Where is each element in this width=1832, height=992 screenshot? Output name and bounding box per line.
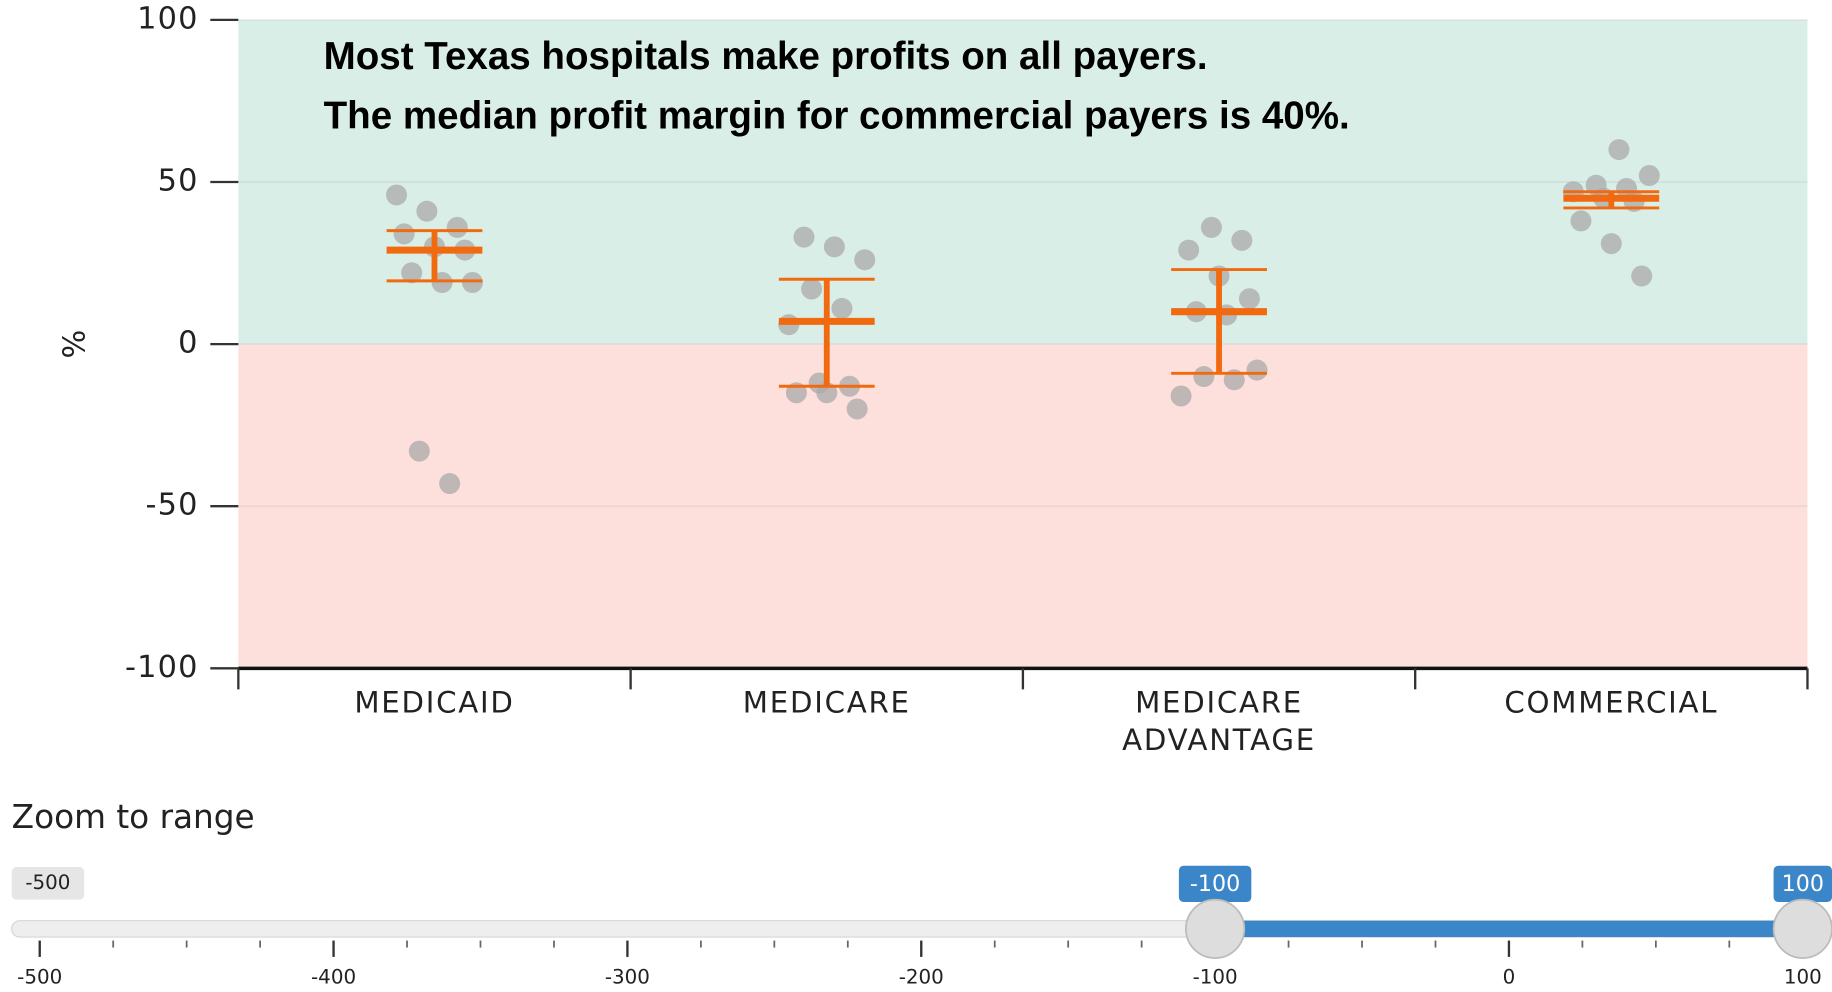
x-tick-label-box: MEDICARE ADVANTAGE <box>1122 685 1316 758</box>
min-badge-label: -500 <box>25 871 70 894</box>
slider-tick-label: -200 <box>899 965 944 988</box>
data-point <box>831 297 853 319</box>
y-tick-label: 0 <box>178 326 198 361</box>
data-point <box>823 236 845 258</box>
annotation: Most Texas hospitals make profits on all… <box>324 35 1208 78</box>
slider-tick-label: -400 <box>311 965 356 988</box>
slider-tick-label: -300 <box>605 965 650 988</box>
annotation: The median profit margin for commercial … <box>324 95 1350 138</box>
data-point <box>1200 216 1222 238</box>
data-point <box>401 262 423 284</box>
data-point <box>801 278 823 300</box>
to-handle-badge-label: 100 <box>1782 871 1824 897</box>
from-handle-badge-label: -100 <box>1190 871 1240 897</box>
data-point <box>846 398 868 420</box>
data-point <box>1631 265 1653 287</box>
y-tick-label: -100 <box>125 650 199 685</box>
slider-tick-label: 0 <box>1503 965 1516 988</box>
slider-tick-label: 100 <box>1784 965 1822 988</box>
to-handle-badge <box>1773 865 1832 903</box>
data-point <box>1638 165 1660 187</box>
y-tick-label: -50 <box>146 488 199 523</box>
slider-tick-label: -100 <box>1193 965 1238 988</box>
loss-zone <box>238 344 1808 669</box>
data-point <box>1570 210 1592 232</box>
data-point <box>1608 139 1630 161</box>
data-point <box>461 271 483 294</box>
x-tick-label-box: MEDICAID <box>354 685 515 720</box>
x-tick-label: MEDICARE ADVANTAGE <box>1122 685 1316 758</box>
data-point <box>393 223 415 245</box>
slider-selection <box>1215 920 1803 938</box>
data-point <box>793 226 815 248</box>
y-tick-label: 100 <box>137 1 198 36</box>
x-tick-label-box: COMMERCIAL <box>1504 685 1719 720</box>
min-badge <box>11 866 85 900</box>
slider-label: Zoom to range <box>12 798 255 836</box>
x-tick-label-box: MEDICARE <box>742 685 911 720</box>
x-tick-label: COMMERCIAL <box>1504 685 1719 720</box>
data-point <box>854 249 876 271</box>
from-handle[interactable] <box>1185 898 1246 959</box>
x-tick-label: MEDICAID <box>354 685 515 720</box>
data-point <box>446 216 468 238</box>
y-tick-label: 50 <box>158 164 199 199</box>
data-point <box>408 440 430 462</box>
data-point <box>1600 233 1622 255</box>
data-point <box>439 473 461 495</box>
data-point <box>1231 229 1253 251</box>
from-handle-badge <box>1178 865 1252 903</box>
slider-tick-label: -500 <box>17 965 62 988</box>
x-tick-label: MEDICARE <box>742 685 911 720</box>
data-point <box>1193 366 1215 388</box>
y-axis-label: % <box>57 329 92 359</box>
data-point <box>1238 288 1260 310</box>
data-point <box>416 200 438 222</box>
data-point <box>1178 239 1200 261</box>
data-point <box>1170 385 1192 407</box>
to-handle[interactable] <box>1772 898 1832 959</box>
data-point <box>1246 359 1268 381</box>
profit-zone <box>238 19 1808 345</box>
data-point <box>385 184 408 206</box>
